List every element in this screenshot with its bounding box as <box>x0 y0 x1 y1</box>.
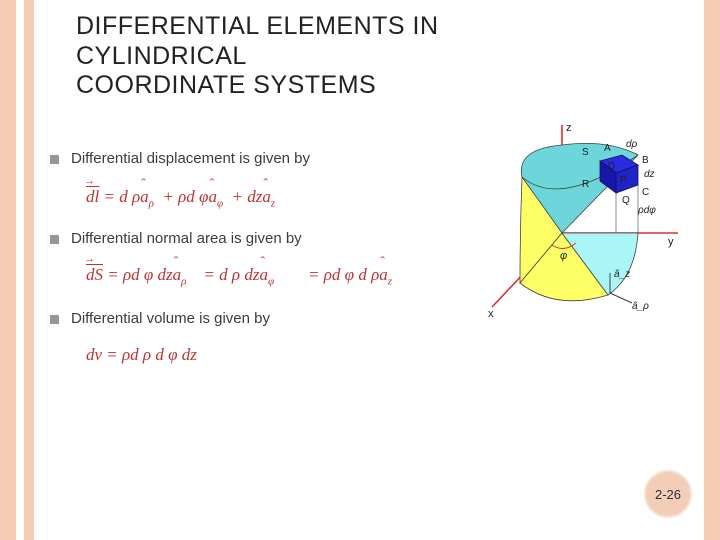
label-dz: dz <box>644 169 655 180</box>
slide: DIFFERENTIAL ELEMENTS IN CYLINDRICAL COO… <box>0 0 720 540</box>
item-text: Differential normal area is given by <box>71 230 302 247</box>
cylindrical-diagram: z x y A B C D S R P <box>460 125 680 345</box>
title-line-3: COORDINATE SYSTEMS <box>76 71 376 99</box>
arho-vector <box>610 293 632 303</box>
label-Q: Q <box>622 195 630 206</box>
label-drho: dρ <box>626 139 638 150</box>
diagram-svg: z x y A B C D S R P <box>460 125 680 345</box>
label-A: A <box>604 143 611 154</box>
label-phi: φ <box>560 250 567 262</box>
bullet-icon <box>50 315 59 324</box>
bullet-item-3: Differential volume is given by <box>50 310 270 327</box>
bullet-icon <box>50 235 59 244</box>
page-number: 2-26 <box>655 487 681 502</box>
item-text: Differential volume is given by <box>71 310 270 327</box>
item-text: Differential displacement is given by <box>71 150 310 167</box>
label-z: z <box>566 125 572 134</box>
label-C: C <box>642 187 649 198</box>
label-rhodphi: ρdφ <box>637 205 656 216</box>
label-D: D <box>608 161 615 172</box>
label-R: R <box>582 179 589 190</box>
label-az: â_z <box>614 269 630 280</box>
title-line-1: DIFFERENTIAL ELEMENTS IN <box>76 12 439 40</box>
bullet-icon <box>50 155 59 164</box>
bullet-item-2: Differential normal area is given by <box>50 230 302 247</box>
label-arho: â_ρ <box>632 301 649 312</box>
page-number-badge: 2-26 <box>644 470 692 518</box>
label-y: y <box>668 236 674 248</box>
label-P: P <box>620 175 627 186</box>
title-line-2: CYLINDRICAL <box>76 42 247 70</box>
bullet-item-1: Differential displacement is given by <box>50 150 310 167</box>
formula-dl: dl = d ρaρ + ρd φaφ + dzaz <box>86 187 275 209</box>
label-S: S <box>582 147 589 158</box>
formula-dv: dv = ρd ρ d φ dz <box>86 345 197 365</box>
label-x: x <box>488 308 494 320</box>
slide-title: DIFFERENTIAL ELEMENTS IN CYLINDRICAL COO… <box>76 12 439 101</box>
label-B: B <box>642 155 649 166</box>
formula-ds: dS = ρd φ dzaρ = d ρ dzaφ = ρd φ d ρaz <box>86 265 392 287</box>
